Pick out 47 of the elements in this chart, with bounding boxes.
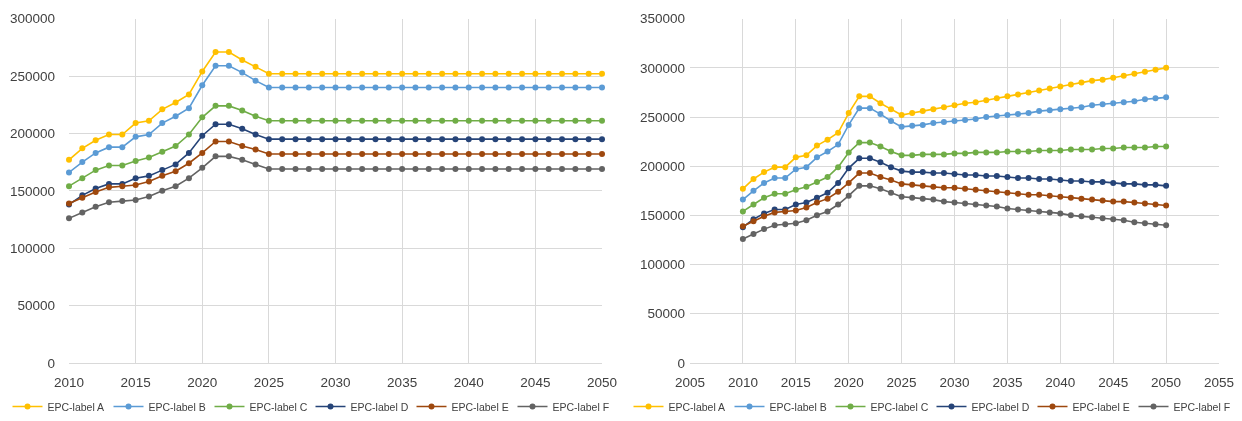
y-tick-label: 100000 [639,257,685,273]
x-tick-label: 2025 [253,375,284,391]
y-tick-label: 0 [677,355,685,371]
legend-label: EPC-label B [148,400,206,413]
y-tick-label: 150000 [639,208,685,224]
y-tick-label: 350000 [639,11,685,27]
legend-label: EPC-label B [769,400,827,413]
x-tick-label: 2050 [1151,375,1182,391]
legend-label: EPC-label A [47,400,105,413]
y-tick-label: 300000 [639,60,685,76]
y-tick-label: 150000 [9,183,55,199]
legend-label: EPC-label D [350,400,409,413]
x-tick-label: 2010 [727,375,758,391]
y-tick-label: 100000 [9,240,55,256]
y-tick-label: 300000 [9,11,55,27]
x-tick-label: 2025 [886,375,917,391]
x-tick-label: 2030 [320,375,351,391]
legend-label: EPC-label F [552,400,610,413]
legend-label: EPC-label A [668,400,726,413]
legend-label: EPC-label E [1072,400,1130,413]
x-tick-label: 2055 [1203,375,1235,391]
legend-label: EPC-label F [1173,400,1231,413]
legend-label: EPC-label D [971,400,1030,413]
y-tick-label: 200000 [639,158,685,174]
y-tick-label: 0 [47,355,55,371]
x-tick-label: 2045 [1098,375,1129,391]
x-tick-label: 2040 [1045,375,1076,391]
x-tick-label: 2035 [387,375,418,391]
x-tick-label: 2040 [453,375,484,391]
x-tick-label: 2035 [992,375,1023,391]
x-tick-label: 2030 [939,375,970,391]
x-tick-label: 2010 [53,375,85,391]
x-tick-label: 2015 [120,375,151,391]
legend-label: EPC-label C [249,400,308,413]
x-tick-label: 2015 [780,375,811,391]
x-tick-label: 2050 [586,375,618,391]
y-tick-label: 50000 [647,306,685,322]
y-tick-label: 200000 [9,126,55,142]
legend-label: EPC-label E [451,400,509,413]
y-tick-label: 250000 [639,109,685,125]
x-tick-label: 2020 [187,375,218,391]
y-tick-label: 50000 [17,298,55,314]
legend-label: EPC-label C [870,400,929,413]
x-tick-label: 2005 [674,375,706,391]
x-tick-label: 2020 [833,375,864,391]
x-tick-label: 2045 [520,375,551,391]
y-tick-label: 250000 [9,68,55,84]
